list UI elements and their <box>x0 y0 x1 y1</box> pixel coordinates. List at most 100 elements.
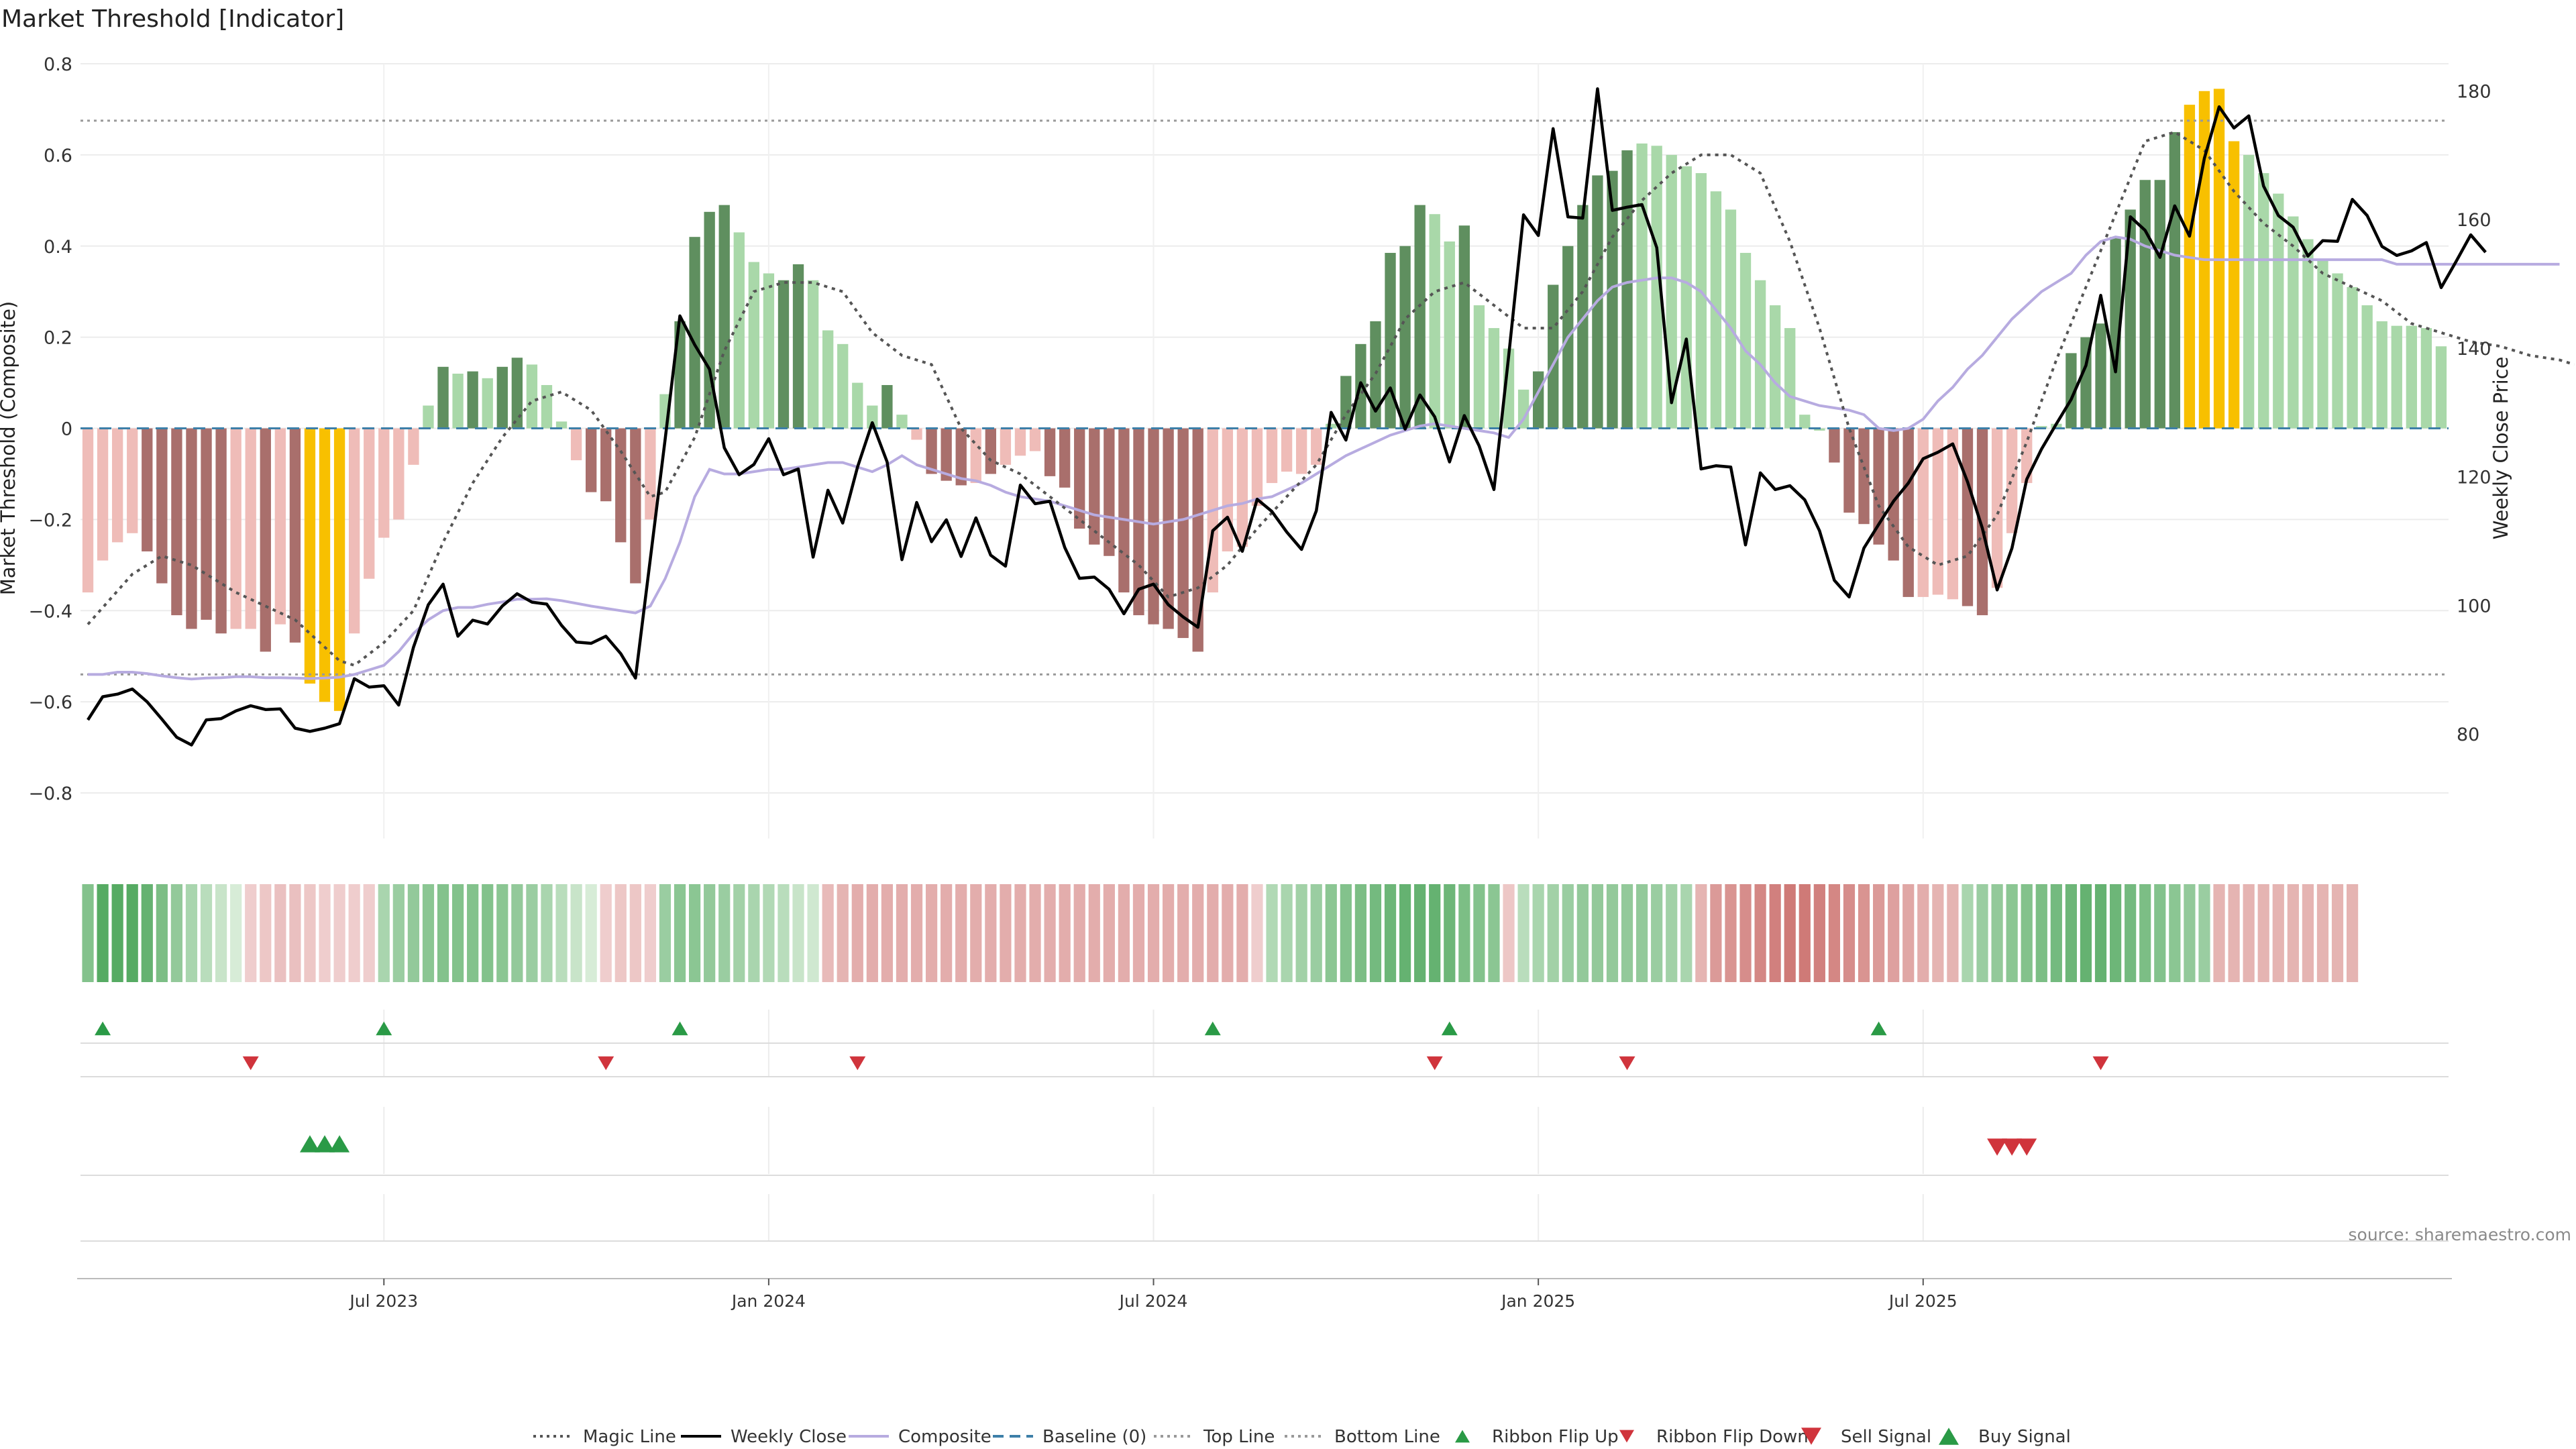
y-tick-label-right: 80 <box>2457 724 2479 745</box>
ribbon-cell <box>97 884 109 982</box>
bar <box>2021 428 2033 484</box>
ribbon-cell <box>141 884 153 982</box>
ribbon-cell <box>304 884 316 982</box>
bar <box>2065 353 2077 429</box>
ribbon-cell <box>1902 884 1915 982</box>
bar <box>1621 150 1633 429</box>
y-tick-label-right: 100 <box>2457 596 2491 616</box>
bar <box>1104 428 1115 556</box>
ribbon-cell <box>274 884 286 982</box>
bar <box>97 428 109 561</box>
bar <box>2080 337 2092 429</box>
bar <box>319 428 331 702</box>
ribbon-cell <box>422 884 435 982</box>
bar <box>393 428 405 520</box>
ribbon-cell <box>1932 884 1944 982</box>
composite-bars <box>82 89 2447 711</box>
ribbon-cell <box>1369 884 1382 982</box>
ribbon-flip-down-marker <box>1426 1056 1443 1071</box>
legend-label: Top Line <box>1203 1427 1275 1447</box>
ribbon-cell <box>511 884 523 982</box>
ribbon-cell <box>185 884 198 982</box>
bar <box>541 384 553 429</box>
ribbon-cell <box>1266 884 1278 982</box>
ribbon-flip-up-marker <box>1204 1021 1221 1036</box>
ribbon-cell <box>319 884 331 982</box>
sell-signal-marker <box>2002 1138 2023 1156</box>
x-tick-label: Jan 2025 <box>1500 1291 1575 1311</box>
ribbon-cell <box>1014 884 1026 982</box>
ribbon-cell <box>1917 884 1929 982</box>
ribbon-cell <box>1132 884 1145 982</box>
bar <box>2406 325 2418 429</box>
ribbon-cell <box>2065 884 2078 982</box>
bar <box>1370 321 1381 429</box>
weekly-close-line <box>87 87 2487 747</box>
ribbon-cell <box>2287 884 2299 982</box>
ribbon-cell <box>1399 884 1411 982</box>
ribbon-flip-up-marker <box>1870 1021 1887 1036</box>
bar <box>1251 428 1263 506</box>
ribbon-cell <box>1340 884 1352 982</box>
bar <box>704 211 715 429</box>
ribbon-cell <box>1872 884 1885 982</box>
y-tick-label-left: 0 <box>61 419 72 440</box>
legend-label: Sell Signal <box>1841 1427 1931 1447</box>
ribbon-cell <box>1044 884 1056 982</box>
ribbon-cell <box>985 884 997 982</box>
ribbon-cell <box>2109 884 2122 982</box>
bar <box>1695 173 1707 429</box>
ribbon-cell <box>822 884 834 982</box>
ribbon-cell <box>1813 884 1825 982</box>
ribbon-cell <box>1429 884 1441 982</box>
ribbon-flip-down-marker <box>242 1056 259 1071</box>
ribbon-cell <box>644 884 657 982</box>
ribbon-cell <box>1207 884 1219 982</box>
bar <box>511 358 523 429</box>
ribbon-cell <box>496 884 508 982</box>
bar <box>1000 428 1012 465</box>
ribbon-cell <box>1354 884 1367 982</box>
bar <box>748 262 760 429</box>
buy-signal-marker <box>315 1135 335 1152</box>
reference-lines <box>80 119 2449 676</box>
bar <box>1385 252 1396 429</box>
ribbon-cell <box>1458 884 1470 982</box>
bar <box>378 428 390 538</box>
bar <box>2125 209 2136 429</box>
ribbon-cell <box>1651 884 1663 982</box>
ribbon-cell <box>763 884 775 982</box>
ribbon-cell <box>733 884 745 982</box>
ribbon-cell <box>1828 884 1841 982</box>
bar <box>1340 376 1352 429</box>
ribbon-cell <box>1606 884 1619 982</box>
x-tick-label: Jul 2025 <box>1888 1291 1957 1311</box>
bar <box>1636 143 1648 429</box>
bar <box>274 428 286 625</box>
ribbon-cell <box>1591 884 1604 982</box>
ribbon-cell <box>407 884 420 982</box>
bar <box>1163 428 1174 629</box>
y-ticks: −0.8 −0.6 −0.4 −0.2 0 0.2 0.4 0.6 0.8 80 100 120 140… <box>28 54 2491 804</box>
bar <box>1222 428 1234 551</box>
bar <box>1399 246 1411 429</box>
bar <box>2391 325 2402 429</box>
ribbon-cell <box>1710 884 1722 982</box>
bar <box>1991 428 2003 588</box>
ribbon-cell <box>600 884 612 982</box>
ribbon-cell <box>1888 884 1900 982</box>
grid <box>80 63 2449 1242</box>
bar <box>304 428 316 684</box>
bar <box>1814 428 1825 431</box>
y-tick-label-left: −0.8 <box>28 784 72 804</box>
ribbon-cell <box>1118 884 1130 982</box>
ribbon-flip-down-marker <box>1619 1056 1635 1071</box>
ribbon-cell <box>1444 884 1456 982</box>
bar <box>171 428 182 616</box>
ribbon-cell <box>1147 884 1160 982</box>
y-tick-label-right: 120 <box>2457 468 2491 488</box>
bar <box>896 415 908 429</box>
ribbon-cell <box>126 884 138 982</box>
ribbon-cell <box>1103 884 1115 982</box>
